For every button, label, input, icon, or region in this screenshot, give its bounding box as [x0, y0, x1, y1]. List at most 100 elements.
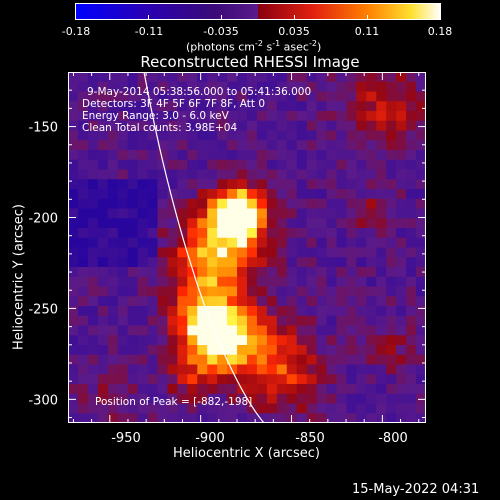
heatmap-cell: [406, 325, 417, 336]
heatmap-cell: [107, 140, 119, 151]
heatmap-cell: [296, 179, 308, 190]
heatmap-cell: [356, 384, 367, 395]
heatmap-cell: [227, 247, 238, 258]
heatmap-cell: [306, 130, 318, 141]
heatmap-cell: [117, 130, 129, 141]
heatmap-cell: [167, 364, 178, 375]
heatmap-cell: [276, 189, 288, 200]
heatmap-cell: [137, 413, 148, 423]
heatmap-cell: [177, 345, 188, 356]
heatmap-cell: [217, 296, 228, 307]
heatmap-cell: [286, 228, 298, 239]
heatmap-cell: [117, 354, 129, 365]
heatmap-cell: [137, 120, 148, 131]
heatmap-cell: [207, 159, 218, 170]
heatmap-cell: [187, 325, 198, 336]
heatmap-cell: [217, 228, 228, 239]
heatmap-cell: [256, 228, 268, 239]
heatmap-cell: [306, 169, 318, 180]
heatmap-cell: [137, 208, 148, 219]
heatmap-cell: [187, 228, 198, 239]
heatmap-cell: [376, 364, 387, 375]
heatmap-cell: [68, 413, 79, 423]
heatmap-cell: [247, 208, 258, 219]
heatmap-cell: [207, 276, 218, 287]
heatmap-cell: [316, 179, 327, 190]
heatmap-cell: [286, 364, 298, 375]
heatmap-cell: [117, 413, 129, 423]
heatmap-cell: [316, 91, 327, 102]
heatmap-cell: [326, 315, 337, 326]
heatmap-cell: [386, 354, 397, 365]
heatmap-cell: [356, 247, 367, 258]
heatmap-cell: [386, 276, 397, 287]
heatmap-cell: [406, 130, 417, 141]
heatmap-cell: [286, 384, 298, 395]
heatmap-cell: [77, 403, 89, 414]
heatmap-cell: [286, 306, 298, 317]
heatmap-cell: [97, 111, 109, 122]
heatmap-cell: [77, 72, 89, 83]
heatmap-cell: [326, 354, 337, 365]
heatmap-cell: [87, 374, 99, 385]
heatmap-cell: [147, 306, 158, 317]
heatmap-cell: [97, 257, 109, 268]
heatmap-cell: [346, 228, 357, 239]
colorbar-tick-label: -0.18: [61, 25, 91, 38]
heatmap-cell: [87, 140, 99, 151]
heatmap-cell: [157, 335, 168, 346]
heatmap-cell: [157, 91, 168, 102]
heatmap-cell: [107, 228, 119, 239]
heatmap-cell: [227, 179, 238, 190]
heatmap-cell: [237, 198, 248, 209]
heatmap-cell: [316, 286, 327, 297]
heatmap-cell: [346, 140, 357, 151]
heatmap-cell: [286, 237, 298, 248]
heatmap-cell: [227, 198, 238, 209]
plot-frame: [68, 72, 426, 423]
heatmap-cell: [237, 179, 248, 190]
heatmap-cell: [296, 393, 308, 404]
heatmap-cell: [366, 237, 377, 248]
heatmap-cell: [316, 257, 327, 268]
colorbar-fill: [75, 3, 441, 20]
heatmap-cell: [316, 159, 327, 170]
heatmap-cell: [147, 403, 158, 414]
heatmap-cell: [107, 218, 119, 229]
heatmap-cell: [406, 403, 417, 414]
heatmap-cell: [117, 208, 129, 219]
heatmap-cell: [276, 150, 288, 161]
heatmap-cell: [336, 306, 347, 317]
heatmap-cell: [396, 228, 407, 239]
heatmap-cell: [127, 393, 139, 404]
heatmap-cell: [416, 276, 426, 287]
heatmap-cell: [97, 91, 109, 102]
heatmap-cell: [217, 91, 228, 102]
heatmap-cell: [326, 218, 337, 229]
heatmap-cell: [256, 189, 268, 200]
heatmap-cell: [157, 169, 168, 180]
heatmap-cell: [227, 189, 238, 200]
heatmap-cell: [366, 81, 377, 92]
heatmap-cell: [366, 72, 377, 83]
heatmap-cell: [117, 198, 129, 209]
heatmap-cell: [87, 403, 99, 414]
heatmap-cell: [97, 403, 109, 414]
heatmap-cell: [356, 91, 367, 102]
heatmap-cell: [157, 159, 168, 170]
heatmap-cell: [197, 257, 208, 268]
heatmap-cell: [346, 345, 357, 356]
heatmap-cell: [177, 111, 188, 122]
heatmap-cell: [306, 179, 318, 190]
heatmap-cell: [87, 345, 99, 356]
heatmap-cell: [276, 403, 288, 414]
colorbar-unit-label: (photons cm-2 s-1 asec-2): [186, 40, 321, 53]
heatmap-cell: [97, 189, 109, 200]
heatmap-cell: [366, 247, 377, 258]
heatmap-cell: [147, 120, 158, 131]
heatmap-cell: [316, 130, 327, 141]
heatmap-cell: [326, 120, 337, 131]
heatmap-cell: [276, 325, 288, 336]
chart-title: Reconstructed RHESSI Image: [140, 53, 360, 71]
heatmap-cell: [326, 393, 337, 404]
